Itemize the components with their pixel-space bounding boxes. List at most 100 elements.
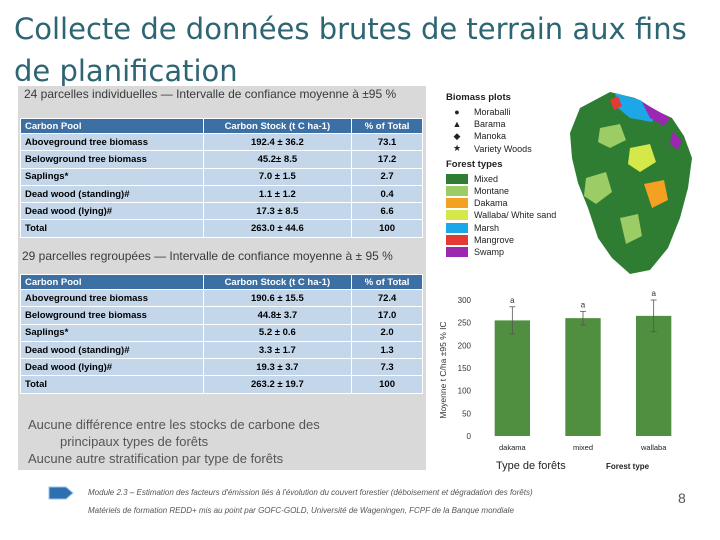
table-row: Dead wood (lying)# 19.3 ± 3.7 7.3: [20, 358, 423, 377]
legend-plot-item: ★ Variety Woods: [446, 143, 561, 155]
significance-letter: a: [651, 289, 656, 298]
legend-forest-title: Forest types: [446, 158, 503, 170]
stock-cell: 7.0 ± 1.5: [202, 167, 353, 186]
percent-cell: 0.4: [351, 184, 423, 204]
y-tick-label: 200: [458, 341, 472, 350]
footer-module: Module 2.3 – Estimation des facteurs d'é…: [88, 488, 533, 497]
note-line-2: principaux types de forêts: [60, 434, 209, 449]
table-row: Dead wood (lying)# 17.3 ± 8.5 6.6: [20, 202, 423, 221]
slide-title: Collecte de données brutes de terrain au…: [14, 12, 687, 88]
pool-cell: Total: [20, 219, 204, 238]
conclusion-note: Aucune différence entre les stocks de ca…: [18, 412, 426, 470]
table-header-row: Carbon Pool Carbon Stock (t C ha-1) % of…: [20, 274, 423, 290]
star-icon: ★: [452, 143, 462, 154]
stock-cell: 5.2 ± 0.6: [202, 323, 353, 342]
table-row: Dead wood (standing)# 3.3 ± 1.7 1.3: [20, 340, 423, 360]
percent-cell: 73.1: [351, 132, 423, 152]
significance-letter: a: [510, 296, 515, 305]
percent-cell: 6.6: [351, 202, 423, 221]
table-header-row: Carbon Pool Carbon Stock (t C ha-1) % of…: [20, 118, 423, 134]
header-carbon-pool: Carbon Pool: [20, 118, 204, 134]
bar: [636, 315, 672, 436]
guyana-forest-map-image: [570, 92, 692, 274]
map-legend: Biomass plots ● Moraballi ▲ Barama ◆ Manoka…: [446, 92, 561, 258]
stock-cell: 190.6 ± 15.5: [202, 288, 353, 308]
x-tick-label: dakama: [499, 443, 527, 452]
color-swatch: [446, 198, 468, 209]
color-swatch: [446, 210, 468, 221]
pool-cell: Aboveground tree biomass: [20, 132, 204, 152]
y-tick-label: 300: [458, 296, 472, 305]
note-line-3: Aucune autre stratification par type de …: [28, 451, 284, 466]
legend-plots-title: Biomass plots: [446, 92, 511, 103]
chart-x-label: Type de forêts: [496, 460, 566, 472]
arrow-icon: [48, 486, 74, 500]
table-row: Aboveground tree biomass 190.6 ± 15.5 72.4: [20, 288, 423, 308]
note-line-1: Aucune différence entre les stocks de ca…: [28, 417, 320, 432]
table-row: Aboveground tree biomass 192.4 ± 36.2 73.1: [20, 132, 423, 152]
stock-cell: 19.3 ± 3.7: [202, 358, 353, 377]
table-row: Belowground tree biomass 44.8± 3.7 17.0: [20, 306, 423, 325]
color-swatch: [446, 246, 468, 257]
color-swatch: [446, 186, 468, 197]
pool-cell: Saplings*: [20, 167, 204, 186]
diamond-icon: ◆: [453, 130, 461, 141]
legend-forest-item: Wallaba/ White sand: [446, 209, 561, 221]
y-tick-label: 0: [467, 432, 472, 441]
table-row: Saplings* 7.0 ± 1.5 2.7: [20, 167, 423, 186]
significance-letter: a: [581, 300, 586, 309]
stock-cell: 192.4 ± 36.2: [202, 132, 353, 152]
percent-cell: 7.3: [351, 358, 423, 377]
header-carbon-pool: Carbon Pool: [20, 274, 204, 290]
pool-cell: Saplings*: [20, 323, 204, 342]
percent-cell: 100: [351, 219, 423, 238]
legend-plot-item: ◆ Manoka: [446, 130, 561, 142]
pool-cell: Belowground tree biomass: [20, 306, 204, 325]
color-swatch: [446, 173, 468, 184]
bar: [494, 320, 530, 436]
carbon-table-pooled: Carbon Pool Carbon Stock (t C ha-1) % of…: [20, 274, 423, 394]
header-carbon-stock: Carbon Stock (t C ha-1): [202, 118, 353, 134]
percent-cell: 17.2: [351, 150, 423, 169]
pool-cell: Dead wood (standing)#: [20, 184, 204, 204]
carbon-table-individual: Carbon Pool Carbon Stock (t C ha-1) % of…: [20, 118, 423, 238]
legend-plot-item: ● Moraballi: [446, 106, 561, 118]
stock-cell: 45.2± 8.5: [202, 150, 353, 169]
table-row: Total 263.2 ± 19.7 100: [20, 375, 423, 394]
y-tick-label: 50: [462, 409, 471, 418]
percent-cell: 1.3: [351, 340, 423, 360]
y-tick-label: 100: [458, 387, 472, 396]
percent-cell: 17.0: [351, 306, 423, 325]
stock-cell: 1.1 ± 1.2: [202, 184, 353, 204]
legend-forest-item: Mixed: [446, 173, 561, 185]
color-swatch: [446, 234, 468, 245]
table-row: Belowground tree biomass 45.2± 8.5 17.2: [20, 150, 423, 169]
stock-cell: 44.8± 3.7: [202, 306, 353, 325]
legend-forest-item: Dakama: [446, 197, 561, 209]
y-tick-label: 250: [458, 319, 472, 328]
header-percent-total: % of Total: [351, 118, 423, 134]
table2-subtitle: 29 parcelles regroupées — Intervalle de …: [22, 249, 393, 263]
legend-forest-item: Montane: [446, 185, 561, 197]
y-tick-label: 150: [458, 364, 472, 373]
percent-cell: 2.0: [351, 323, 423, 342]
percent-cell: 100: [351, 375, 423, 394]
triangle-icon: ▲: [452, 119, 462, 130]
x-tick-label: wallaba: [640, 443, 667, 452]
page-number: 8: [678, 490, 686, 506]
carbon-bar-chart: 0 50 100 150 200 250 300 a dakama a mixed a wallaba: [458, 289, 672, 452]
table-row: Dead wood (standing)# 1.1 ± 1.2 0.4: [20, 184, 423, 204]
stock-cell: 263.0 ± 44.6: [202, 219, 353, 238]
legend-forest-item: Marsh: [446, 222, 561, 234]
header-percent-total: % of Total: [351, 274, 423, 290]
legend-forest-item: Swamp: [446, 246, 561, 258]
stock-cell: 17.3 ± 8.5: [202, 202, 353, 221]
legend-plot-item: ▲ Barama: [446, 118, 561, 130]
stock-cell: 3.3 ± 1.7: [202, 340, 353, 360]
bar: [565, 318, 601, 436]
pool-cell: Total: [20, 375, 204, 394]
circle-icon: ●: [454, 107, 460, 118]
pool-cell: Aboveground tree biomass: [20, 288, 204, 308]
percent-cell: 2.7: [351, 167, 423, 186]
pool-cell: Dead wood (lying)#: [20, 358, 204, 377]
